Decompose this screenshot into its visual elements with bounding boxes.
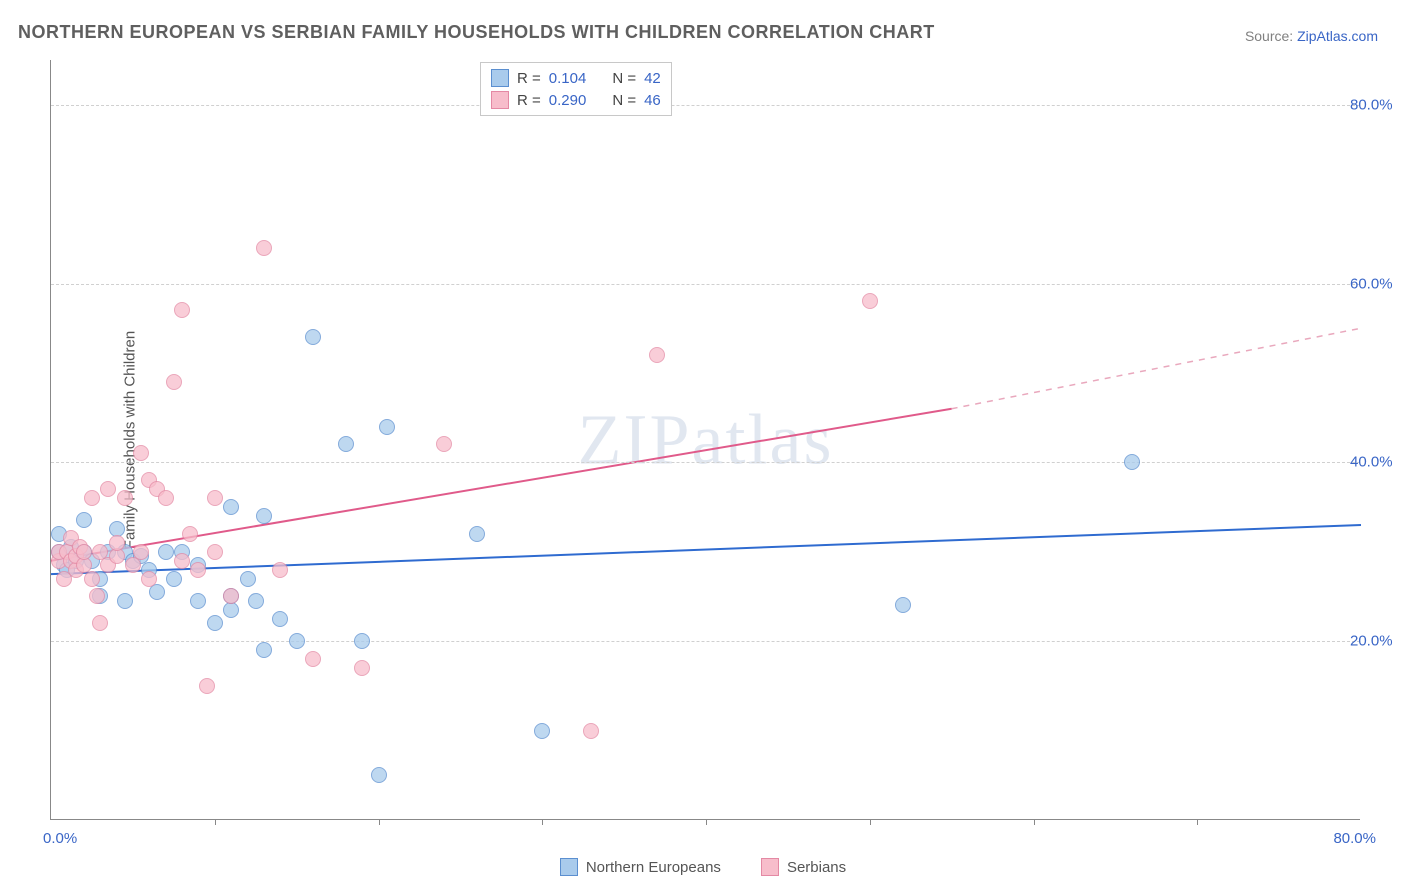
data-point: [207, 490, 223, 506]
data-point: [190, 593, 206, 609]
data-point: [207, 615, 223, 631]
y-tick-label: 60.0%: [1350, 275, 1406, 292]
legend-row: R = 0.104 N = 42: [491, 67, 661, 89]
data-point: [182, 526, 198, 542]
data-point: [256, 642, 272, 658]
data-point: [207, 544, 223, 560]
legend-r-label: R =: [517, 92, 541, 109]
data-point: [534, 723, 550, 739]
x-tick-mark: [542, 819, 543, 825]
data-point: [84, 571, 100, 587]
data-point: [379, 419, 395, 435]
legend-series-label: Northern Europeans: [586, 859, 721, 876]
data-point: [76, 512, 92, 528]
data-point: [133, 544, 149, 560]
data-point: [305, 329, 321, 345]
y-tick-label: 20.0%: [1350, 633, 1406, 650]
correlation-legend: R = 0.104 N = 42 R = 0.290 N = 46: [480, 62, 672, 116]
data-point: [174, 553, 190, 569]
data-point: [117, 593, 133, 609]
legend-item: Serbians: [761, 858, 846, 876]
legend-r-value: 0.104: [549, 70, 587, 87]
source-attribution: Source: ZipAtlas.com: [1245, 28, 1378, 44]
gridline: [51, 284, 1360, 285]
data-point: [354, 633, 370, 649]
data-point: [166, 374, 182, 390]
data-point: [354, 660, 370, 676]
x-tick-mark: [379, 819, 380, 825]
scatter-plot-area: Family Households with Children 0.0% 80.…: [50, 60, 1360, 820]
data-point: [862, 293, 878, 309]
data-point: [305, 651, 321, 667]
data-point: [84, 490, 100, 506]
data-point: [158, 490, 174, 506]
data-point: [256, 508, 272, 524]
data-point: [583, 723, 599, 739]
legend-r-value: 0.290: [549, 92, 587, 109]
legend-n-value: 46: [644, 92, 661, 109]
chart-title: NORTHERN EUROPEAN VS SERBIAN FAMILY HOUS…: [18, 22, 935, 43]
data-point: [158, 544, 174, 560]
data-point: [117, 490, 133, 506]
x-tick-mark: [1034, 819, 1035, 825]
data-point: [92, 615, 108, 631]
data-point: [289, 633, 305, 649]
gridline: [51, 105, 1360, 106]
data-point: [174, 302, 190, 318]
data-point: [649, 347, 665, 363]
source-link[interactable]: ZipAtlas.com: [1297, 28, 1378, 44]
trend-lines-layer: [51, 60, 1360, 819]
data-point: [256, 240, 272, 256]
y-tick-label: 80.0%: [1350, 96, 1406, 113]
y-axis-label: Family Households with Children: [122, 330, 139, 548]
x-tick-mark: [706, 819, 707, 825]
data-point: [272, 562, 288, 578]
data-point: [272, 611, 288, 627]
data-point: [469, 526, 485, 542]
legend-swatch: [491, 69, 509, 87]
data-point: [338, 436, 354, 452]
source-label: Source:: [1245, 28, 1297, 44]
data-point: [133, 445, 149, 461]
legend-row: R = 0.290 N = 46: [491, 89, 661, 111]
legend-n-value: 42: [644, 70, 661, 87]
x-tick-mark: [870, 819, 871, 825]
data-point: [190, 562, 206, 578]
legend-series-label: Serbians: [787, 859, 846, 876]
data-point: [223, 588, 239, 604]
data-point: [89, 588, 105, 604]
trend-line: [51, 525, 1361, 574]
data-point: [1124, 454, 1140, 470]
data-point: [76, 544, 92, 560]
series-legend: Northern Europeans Serbians: [0, 858, 1406, 876]
gridline: [51, 462, 1360, 463]
data-point: [199, 678, 215, 694]
x-tick-mark: [215, 819, 216, 825]
data-point: [141, 571, 157, 587]
data-point: [436, 436, 452, 452]
data-point: [166, 571, 182, 587]
legend-n-label: N =: [612, 92, 636, 109]
x-tick-mark: [1197, 819, 1198, 825]
legend-n-label: N =: [612, 70, 636, 87]
data-point: [895, 597, 911, 613]
y-tick-label: 40.0%: [1350, 454, 1406, 471]
x-axis-max-tick: 80.0%: [1333, 830, 1376, 847]
data-point: [248, 593, 264, 609]
data-point: [100, 481, 116, 497]
legend-swatch: [761, 858, 779, 876]
legend-item: Northern Europeans: [560, 858, 721, 876]
legend-swatch: [491, 91, 509, 109]
data-point: [109, 535, 125, 551]
watermark: ZIPatlas: [578, 398, 834, 481]
data-point: [240, 571, 256, 587]
legend-swatch: [560, 858, 578, 876]
trend-line: [952, 328, 1361, 408]
data-point: [371, 767, 387, 783]
x-axis-min-tick: 0.0%: [43, 830, 77, 847]
data-point: [149, 584, 165, 600]
data-point: [223, 499, 239, 515]
gridline: [51, 641, 1360, 642]
legend-r-label: R =: [517, 70, 541, 87]
